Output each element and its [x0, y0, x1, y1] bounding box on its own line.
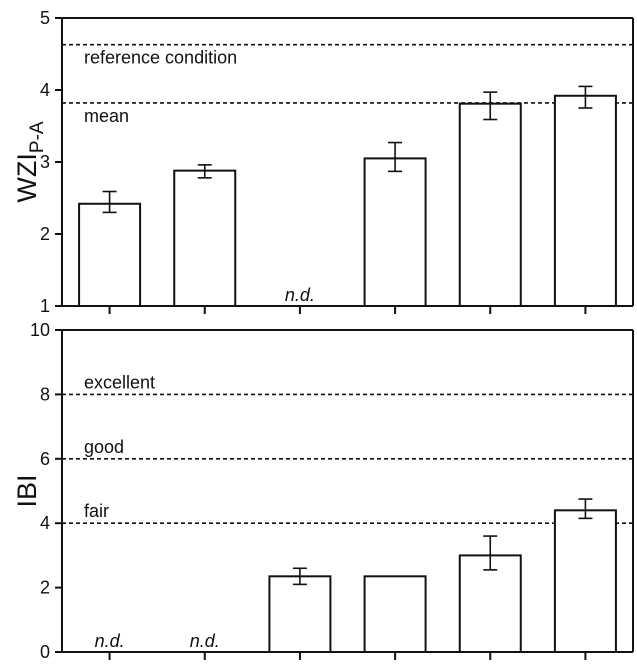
reference-label: reference condition: [84, 48, 237, 68]
reference-label: fair: [84, 501, 109, 521]
y-tick-label: 5: [40, 8, 50, 28]
y-tick-label: 0: [40, 642, 50, 662]
y-axis-title-subscript: P-A: [27, 121, 48, 153]
nd-label: n.d.: [285, 285, 315, 305]
y-tick-label: 10: [30, 320, 50, 340]
y-axis-title: IBI: [12, 474, 42, 507]
y-tick-label: 3: [40, 152, 50, 172]
y-tick-label: 8: [40, 384, 50, 404]
bar: [363, 575, 427, 654]
y-tick-label: 4: [40, 80, 50, 100]
y-tick-label: 2: [40, 224, 50, 244]
y-tick-label: 4: [40, 513, 50, 533]
nd-label: n.d.: [95, 631, 125, 651]
ibi-panel: 0246810excellentgoodfairn.d.n.d.19931994…: [12, 320, 634, 662]
bar: [553, 94, 617, 308]
y-tick-label: 6: [40, 449, 50, 469]
bar: [458, 102, 522, 308]
y-axis-title: WZIP-A: [12, 121, 48, 202]
bar: [78, 202, 142, 307]
bar: [268, 575, 332, 654]
wzi-panel: 1 2 3 4 5 reference condition mean n.d. WZIP-A: [12, 8, 634, 316]
bar: [173, 169, 237, 307]
bar: [553, 509, 617, 653]
reference-label: mean: [84, 106, 129, 126]
y-axis-title-main: WZI: [12, 153, 42, 202]
y-tick-label: 1: [40, 296, 50, 316]
y-tick-label: 2: [40, 578, 50, 598]
reference-label: excellent: [84, 372, 155, 392]
nd-label: n.d.: [190, 631, 220, 651]
bar: [363, 157, 427, 307]
reference-label: good: [84, 437, 124, 457]
